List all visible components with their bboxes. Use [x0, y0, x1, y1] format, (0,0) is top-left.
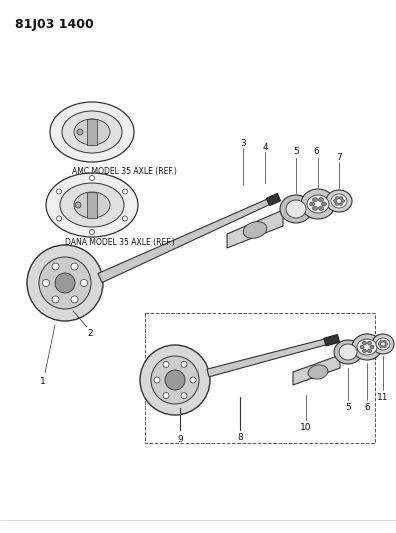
Polygon shape [207, 339, 326, 377]
Ellipse shape [362, 349, 367, 353]
Ellipse shape [52, 296, 59, 303]
Ellipse shape [55, 273, 75, 293]
Ellipse shape [163, 361, 169, 367]
Text: 6: 6 [313, 148, 319, 157]
Ellipse shape [50, 102, 134, 162]
Ellipse shape [39, 257, 91, 309]
Ellipse shape [286, 200, 306, 218]
Text: 7: 7 [336, 152, 342, 161]
Ellipse shape [57, 189, 62, 194]
Bar [87, 119, 97, 145]
Ellipse shape [60, 183, 124, 227]
Text: AMC MODEL 35 AXLE (REF.): AMC MODEL 35 AXLE (REF.) [72, 167, 177, 176]
Ellipse shape [52, 263, 59, 270]
Text: 2: 2 [87, 328, 93, 337]
Ellipse shape [151, 356, 199, 404]
Ellipse shape [57, 216, 62, 221]
Text: DANA MODEL 35 AXLE (REF.): DANA MODEL 35 AXLE (REF.) [65, 238, 175, 247]
Ellipse shape [367, 341, 371, 345]
Polygon shape [324, 335, 339, 346]
Ellipse shape [362, 341, 367, 345]
Ellipse shape [312, 206, 318, 211]
Ellipse shape [165, 370, 185, 390]
Text: 1: 1 [40, 376, 46, 385]
Text: 5: 5 [345, 402, 351, 411]
Ellipse shape [322, 202, 326, 206]
Text: 5: 5 [293, 148, 299, 157]
Ellipse shape [307, 195, 329, 213]
Ellipse shape [301, 189, 335, 219]
Ellipse shape [77, 129, 83, 135]
Ellipse shape [334, 340, 362, 364]
Ellipse shape [352, 334, 382, 360]
Ellipse shape [339, 197, 343, 199]
Ellipse shape [74, 192, 110, 218]
Text: 6: 6 [364, 402, 370, 411]
Ellipse shape [181, 361, 187, 367]
Ellipse shape [89, 175, 95, 181]
Text: 10: 10 [300, 423, 312, 432]
Ellipse shape [154, 377, 160, 383]
Polygon shape [98, 199, 269, 282]
Ellipse shape [190, 377, 196, 383]
Ellipse shape [380, 345, 383, 348]
Ellipse shape [163, 393, 169, 399]
Ellipse shape [71, 296, 78, 303]
Ellipse shape [42, 279, 50, 287]
Ellipse shape [357, 339, 377, 355]
Ellipse shape [27, 245, 103, 321]
Ellipse shape [335, 203, 339, 206]
Ellipse shape [71, 263, 78, 270]
Ellipse shape [181, 393, 187, 399]
Ellipse shape [376, 338, 390, 350]
Ellipse shape [333, 199, 337, 203]
Ellipse shape [360, 345, 364, 349]
Bar [145, 313, 375, 443]
Text: 81J03 1400: 81J03 1400 [15, 18, 94, 31]
Ellipse shape [385, 343, 388, 345]
Text: 11: 11 [377, 392, 389, 401]
Ellipse shape [378, 343, 381, 345]
Ellipse shape [243, 222, 267, 238]
Ellipse shape [46, 173, 138, 237]
Text: 3: 3 [240, 139, 246, 148]
Ellipse shape [122, 189, 128, 194]
Ellipse shape [370, 345, 374, 349]
Text: 8: 8 [237, 433, 243, 442]
Ellipse shape [80, 279, 88, 287]
Ellipse shape [367, 349, 371, 353]
Ellipse shape [318, 198, 324, 201]
Ellipse shape [331, 194, 347, 208]
Ellipse shape [326, 190, 352, 212]
Ellipse shape [341, 199, 345, 203]
Ellipse shape [372, 334, 394, 354]
Ellipse shape [383, 340, 386, 343]
Ellipse shape [383, 345, 386, 348]
Text: 9: 9 [177, 435, 183, 445]
Ellipse shape [318, 206, 324, 211]
Ellipse shape [74, 119, 110, 145]
Bar [87, 192, 97, 218]
Ellipse shape [280, 195, 312, 223]
Ellipse shape [308, 365, 328, 379]
Ellipse shape [312, 198, 318, 201]
Ellipse shape [62, 111, 122, 153]
Ellipse shape [380, 340, 383, 343]
Polygon shape [227, 210, 283, 248]
Ellipse shape [140, 345, 210, 415]
Ellipse shape [75, 202, 81, 208]
Polygon shape [293, 355, 340, 385]
Ellipse shape [339, 344, 357, 360]
Text: 4: 4 [262, 142, 268, 151]
Ellipse shape [89, 230, 95, 235]
Ellipse shape [335, 197, 339, 199]
Ellipse shape [339, 203, 343, 206]
Polygon shape [267, 193, 281, 206]
Ellipse shape [122, 216, 128, 221]
Ellipse shape [310, 202, 314, 206]
